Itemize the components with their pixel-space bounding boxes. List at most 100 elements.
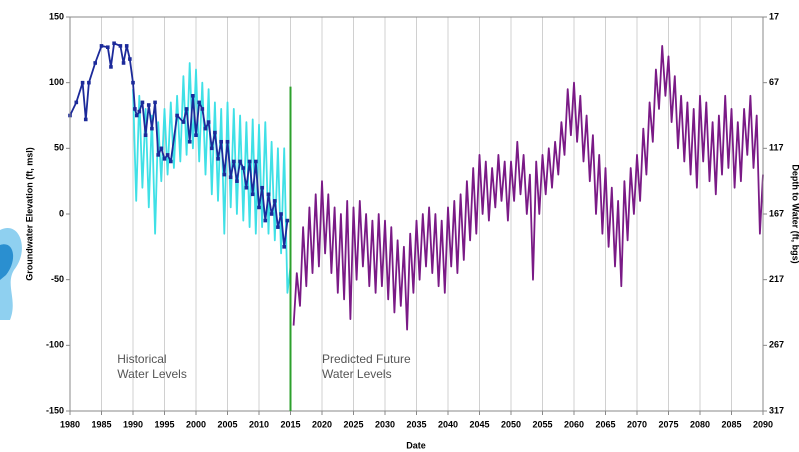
data-point bbox=[106, 45, 110, 50]
x-tick-label: 2090 bbox=[753, 419, 773, 429]
data-point bbox=[200, 107, 205, 111]
x-tick-label: 2025 bbox=[343, 419, 363, 429]
data-point bbox=[109, 65, 113, 69]
grid bbox=[69, 17, 764, 411]
data-point bbox=[238, 159, 242, 164]
data-point bbox=[128, 57, 132, 61]
x-tick-label: 2015 bbox=[280, 419, 300, 429]
data-point bbox=[254, 159, 258, 164]
data-point bbox=[146, 103, 151, 107]
data-point bbox=[133, 107, 137, 111]
x-tick-label: 2065 bbox=[595, 419, 615, 429]
data-point bbox=[228, 175, 233, 180]
y-tick-label: -150 bbox=[46, 405, 64, 415]
data-point bbox=[80, 80, 85, 85]
y2-tick-label: 217 bbox=[769, 274, 784, 284]
x-tick-label: 2055 bbox=[532, 419, 552, 429]
data-point bbox=[93, 61, 97, 65]
data-point bbox=[257, 205, 261, 210]
data-point bbox=[169, 159, 173, 164]
data-point bbox=[124, 44, 129, 48]
data-point bbox=[121, 61, 126, 65]
data-point bbox=[209, 146, 214, 151]
x-tick-label: 2070 bbox=[627, 419, 647, 429]
data-point bbox=[112, 41, 116, 46]
x-tick-label: 2010 bbox=[249, 419, 269, 429]
y-tick-label: -100 bbox=[46, 340, 64, 350]
x-tick-label: 1995 bbox=[154, 419, 174, 429]
data-point bbox=[131, 80, 135, 85]
x-tick-label: 2030 bbox=[375, 419, 395, 429]
x-tick-label: 2050 bbox=[501, 419, 521, 429]
data-point bbox=[222, 172, 227, 177]
data-point bbox=[143, 133, 148, 137]
data-point bbox=[272, 199, 277, 203]
data-point bbox=[282, 245, 286, 249]
x-tick-label: 1985 bbox=[91, 419, 111, 429]
y2-tick-label: 167 bbox=[769, 208, 784, 218]
data-point bbox=[219, 139, 223, 144]
data-point bbox=[175, 113, 179, 118]
data-point bbox=[194, 133, 198, 137]
y2-tick-label: 267 bbox=[769, 340, 784, 350]
annotation: Predicted Future bbox=[322, 352, 411, 366]
y2-tick-label: 17 bbox=[769, 11, 779, 21]
data-point bbox=[181, 120, 186, 124]
data-point bbox=[266, 192, 271, 197]
y-tick-label: 0 bbox=[59, 208, 64, 218]
data-point bbox=[153, 100, 157, 105]
y2-tick-label: 67 bbox=[769, 77, 779, 87]
y-axis-label: Groundwater Elevation (ft, msl) bbox=[24, 147, 34, 281]
x-tick-label: 1980 bbox=[60, 419, 80, 429]
x-tick-label: 2060 bbox=[564, 419, 584, 429]
y-tick-label: -50 bbox=[51, 274, 64, 284]
x-axis-label: Date bbox=[406, 440, 426, 450]
x-tick-label: 2045 bbox=[469, 419, 489, 429]
data-point bbox=[247, 159, 252, 164]
data-point bbox=[187, 139, 192, 144]
data-point bbox=[150, 126, 154, 131]
data-point bbox=[184, 107, 189, 111]
data-point bbox=[216, 157, 220, 161]
data-point bbox=[165, 153, 170, 157]
y2-tick-label: 317 bbox=[769, 405, 784, 415]
data-point bbox=[232, 159, 236, 164]
annotation: Water Levels bbox=[322, 367, 392, 381]
data-point bbox=[263, 218, 268, 223]
logo-drop bbox=[0, 244, 14, 280]
data-point bbox=[156, 153, 160, 157]
data-point bbox=[191, 94, 195, 98]
annotation: Water Levels bbox=[117, 367, 187, 381]
data-point bbox=[260, 185, 264, 190]
data-point bbox=[235, 179, 239, 183]
x-tick-label: 2085 bbox=[721, 419, 741, 429]
data-point bbox=[279, 212, 283, 216]
data-point bbox=[206, 120, 211, 124]
x-tick-label: 2040 bbox=[438, 419, 458, 429]
x-tick-label: 2075 bbox=[658, 419, 678, 429]
data-point bbox=[99, 44, 104, 48]
data-point bbox=[197, 100, 201, 105]
data-point bbox=[134, 113, 139, 118]
annotation: Historical bbox=[117, 352, 166, 366]
data-point bbox=[285, 218, 290, 223]
y2-tick-label: 117 bbox=[769, 143, 784, 153]
x-tick-label: 2005 bbox=[217, 419, 237, 429]
data-point bbox=[269, 212, 274, 216]
data-point bbox=[137, 109, 142, 114]
data-point bbox=[276, 225, 280, 229]
data-point bbox=[244, 185, 249, 190]
x-tick-label: 2000 bbox=[186, 419, 206, 429]
y-tick-label: 50 bbox=[54, 143, 64, 153]
data-point bbox=[241, 166, 246, 170]
data-point bbox=[213, 130, 217, 135]
data-point bbox=[225, 139, 230, 144]
series-line bbox=[292, 45, 764, 331]
data-point bbox=[140, 100, 145, 105]
y-tick-label: 150 bbox=[49, 11, 64, 21]
x-tick-label: 2020 bbox=[312, 419, 332, 429]
x-tick-label: 2080 bbox=[690, 419, 710, 429]
data-point bbox=[162, 157, 167, 161]
data-point bbox=[250, 192, 255, 197]
